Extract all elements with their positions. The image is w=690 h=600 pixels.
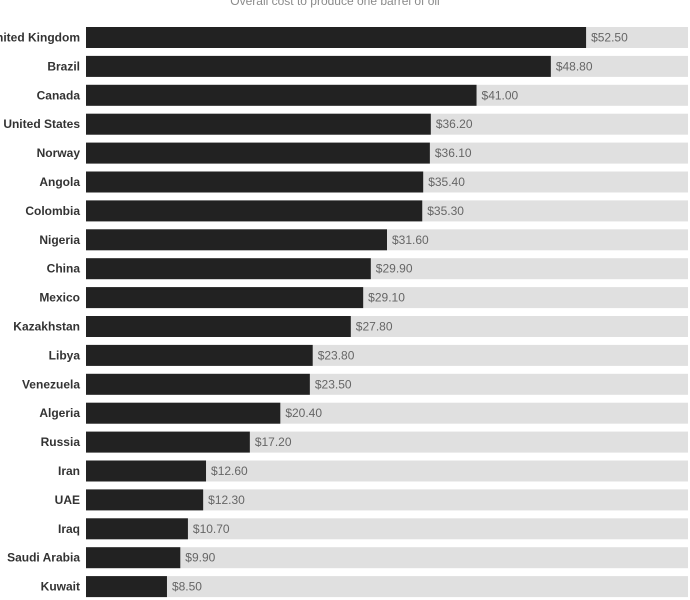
value-label: $35.30 bbox=[427, 204, 464, 218]
bar bbox=[86, 402, 281, 424]
value-label: $52.50 bbox=[591, 31, 628, 45]
bar bbox=[86, 489, 204, 511]
category-label: Brazil bbox=[47, 59, 80, 73]
bar bbox=[86, 460, 207, 482]
category-label: Angola bbox=[39, 175, 80, 189]
bar bbox=[86, 547, 181, 569]
bar bbox=[86, 55, 551, 77]
category-label: Algeria bbox=[39, 406, 80, 420]
category-label: Iran bbox=[58, 464, 80, 478]
bar bbox=[86, 113, 431, 135]
category-label: United Kingdom bbox=[0, 31, 80, 45]
value-label: $29.90 bbox=[376, 262, 413, 276]
value-label: $36.20 bbox=[436, 117, 473, 131]
category-label: Canada bbox=[37, 88, 81, 102]
category-label: Mexico bbox=[39, 291, 80, 305]
bar bbox=[86, 258, 371, 280]
bar bbox=[86, 142, 430, 164]
category-label: Iraq bbox=[58, 522, 80, 536]
category-label: China bbox=[47, 262, 81, 276]
bar bbox=[86, 200, 423, 222]
category-label: UAE bbox=[55, 493, 80, 507]
bar bbox=[86, 287, 364, 309]
category-label: Kuwait bbox=[41, 580, 80, 594]
bar bbox=[86, 518, 188, 540]
value-label: $23.80 bbox=[318, 348, 355, 362]
bar-track bbox=[86, 518, 688, 540]
bar bbox=[86, 27, 587, 48]
value-label: $48.80 bbox=[556, 59, 593, 73]
value-label: $12.60 bbox=[211, 464, 248, 478]
bar bbox=[86, 344, 313, 366]
bar-track bbox=[86, 489, 688, 511]
category-label: Saudi Arabia bbox=[7, 551, 80, 565]
chart-title: Overall cost to produce one barrel of oi… bbox=[230, 0, 440, 8]
value-label: $10.70 bbox=[193, 522, 230, 536]
value-label: $20.40 bbox=[285, 406, 322, 420]
category-label: United States bbox=[3, 117, 80, 131]
bar bbox=[86, 171, 424, 193]
category-label: Russia bbox=[41, 435, 81, 449]
value-label: $29.10 bbox=[368, 291, 405, 305]
value-label: $12.30 bbox=[208, 493, 245, 507]
category-label: Venezuela bbox=[22, 377, 80, 391]
bar-track bbox=[86, 547, 688, 569]
category-label: Norway bbox=[37, 146, 81, 160]
value-label: $31.60 bbox=[392, 233, 429, 247]
bar bbox=[86, 229, 387, 251]
value-label: $8.50 bbox=[172, 580, 202, 594]
category-label: Libya bbox=[49, 348, 81, 362]
bar bbox=[86, 576, 167, 598]
category-label: Kazakhstan bbox=[13, 320, 80, 334]
category-label: Nigeria bbox=[39, 233, 80, 247]
value-label: $9.90 bbox=[185, 551, 215, 565]
bar bbox=[86, 316, 351, 337]
bar-track bbox=[86, 460, 688, 482]
value-label: $36.10 bbox=[435, 146, 472, 160]
bar bbox=[86, 431, 250, 453]
value-label: $35.40 bbox=[428, 175, 465, 189]
bar bbox=[86, 84, 477, 106]
bar bbox=[86, 373, 310, 395]
value-label: $27.80 bbox=[356, 320, 393, 334]
bar-track bbox=[86, 576, 688, 598]
value-label: $17.20 bbox=[255, 435, 292, 449]
value-label: $23.50 bbox=[315, 377, 352, 391]
value-label: $41.00 bbox=[482, 88, 519, 102]
category-label: Colombia bbox=[25, 204, 80, 218]
